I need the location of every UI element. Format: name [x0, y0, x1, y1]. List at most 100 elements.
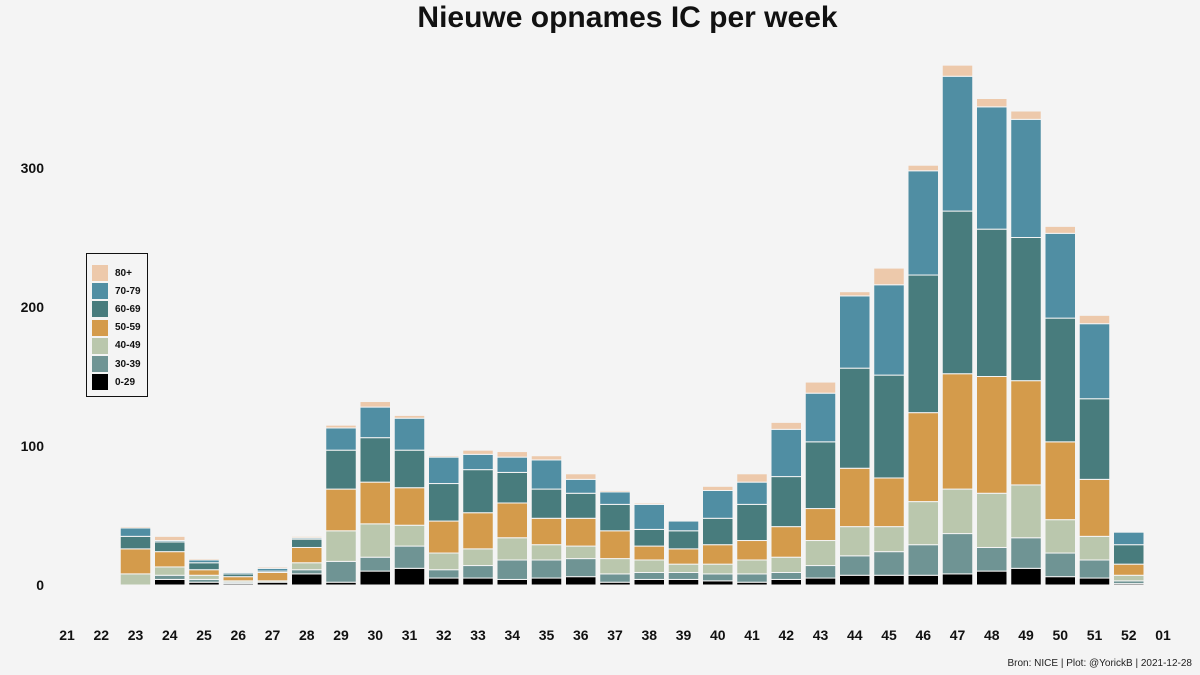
bar-segment	[530, 488, 563, 519]
bar-segment	[496, 502, 528, 539]
bar-segment	[1044, 519, 1076, 554]
x-tick-label: 45	[881, 627, 897, 643]
bar-segment	[393, 487, 426, 526]
bar-segment	[154, 566, 186, 576]
legend: 80+ 70-79 60-69 50-59 40-49 30-39 0-29	[86, 253, 148, 397]
bar-segment	[667, 578, 700, 586]
bar-segment	[565, 473, 597, 480]
bar-segment	[736, 559, 768, 575]
bar-segment	[325, 530, 357, 562]
bar-segment	[839, 574, 871, 586]
bar-segment	[633, 528, 665, 547]
bar-segment	[907, 501, 939, 546]
bar-segment	[873, 267, 905, 286]
bar-segment	[873, 284, 905, 376]
bar-segment	[736, 540, 768, 561]
bar-segment	[633, 559, 665, 573]
bar-segment	[530, 517, 563, 546]
bar-segment	[1113, 563, 1145, 576]
bar-segment	[839, 295, 871, 369]
x-tick-label: 40	[710, 627, 726, 643]
x-tick-label: 46	[915, 627, 931, 643]
x-tick-label: 43	[813, 627, 829, 643]
bar-segment	[907, 544, 939, 576]
bar-segment	[1044, 232, 1076, 319]
x-tick-label: 36	[573, 627, 589, 643]
bar-segment	[804, 540, 837, 567]
bar-segment	[804, 381, 837, 394]
bar-segment	[428, 577, 460, 586]
bar-segment	[1078, 398, 1111, 480]
bar-segment	[291, 546, 323, 564]
bar-segment	[291, 538, 323, 548]
x-tick-label: 34	[504, 627, 520, 643]
legend-label: 70-79	[115, 285, 141, 297]
bar-segment	[1010, 380, 1042, 486]
x-tick-label: 01	[1155, 627, 1171, 643]
x-tick-label: 42	[778, 627, 794, 643]
bar-segment	[496, 451, 528, 458]
bar-segment	[873, 374, 905, 479]
bar-segment	[359, 401, 391, 408]
bar-segment	[428, 456, 460, 485]
bar-segment	[770, 428, 802, 478]
x-tick-label: 48	[984, 627, 1000, 643]
bar-segment	[119, 535, 152, 550]
bar-segment	[188, 574, 220, 580]
legend-item: 50-59	[92, 319, 141, 336]
bar-segment	[873, 574, 905, 586]
bar-segment	[1010, 118, 1042, 238]
bar-segment	[359, 556, 391, 572]
legend-swatch	[92, 374, 108, 391]
bar-segment	[1010, 237, 1042, 382]
x-tick-label: 26	[230, 627, 246, 643]
legend-label: 0-29	[115, 376, 136, 388]
bar-segment	[530, 544, 563, 561]
bar-segment	[770, 571, 802, 580]
legend-swatch	[92, 265, 108, 281]
bar-segment	[976, 570, 1008, 586]
x-tick-label: 27	[265, 627, 281, 643]
legend-item: 60-69	[92, 301, 141, 318]
bar-segment	[736, 573, 768, 583]
bar-segment	[119, 548, 152, 575]
x-tick-label: 32	[436, 627, 452, 643]
bar-segment	[188, 558, 220, 561]
bar-segment	[736, 503, 768, 542]
bar-segment	[119, 573, 152, 586]
bar-segment	[976, 228, 1008, 377]
bar-segment	[976, 376, 1008, 494]
bar-segment	[839, 291, 871, 297]
bar-segment	[736, 473, 768, 483]
bar-segment	[1078, 314, 1111, 325]
bar-segment	[1010, 110, 1042, 120]
bar-segment	[804, 392, 837, 443]
bar-segment	[462, 548, 494, 567]
x-tick-label: 21	[59, 627, 75, 643]
bar-segment	[154, 541, 186, 553]
bar-segment	[1078, 559, 1111, 579]
bar-segment	[565, 492, 597, 519]
bar-segment	[393, 567, 426, 586]
bar-segment	[839, 555, 871, 576]
bar-segment	[804, 508, 837, 542]
bar-segment	[907, 170, 939, 276]
bar-segment	[633, 502, 665, 505]
bar-segment	[359, 406, 391, 439]
bar-segment	[599, 573, 631, 583]
bar-segment	[154, 578, 186, 586]
bar-segment	[976, 546, 1008, 572]
bar-segment	[188, 569, 220, 576]
bar-segment	[325, 560, 357, 583]
bar-segment	[256, 571, 289, 582]
bar-segment	[1078, 478, 1111, 537]
legend-label: 30-39	[115, 358, 141, 370]
bar-segment	[976, 492, 1008, 548]
bar-segment	[188, 562, 220, 571]
bar-segment	[1010, 484, 1042, 539]
legend-swatch	[92, 337, 108, 354]
y-tick-label: 100	[21, 438, 45, 454]
bar-segment	[428, 520, 460, 554]
bar-segment	[428, 569, 460, 579]
